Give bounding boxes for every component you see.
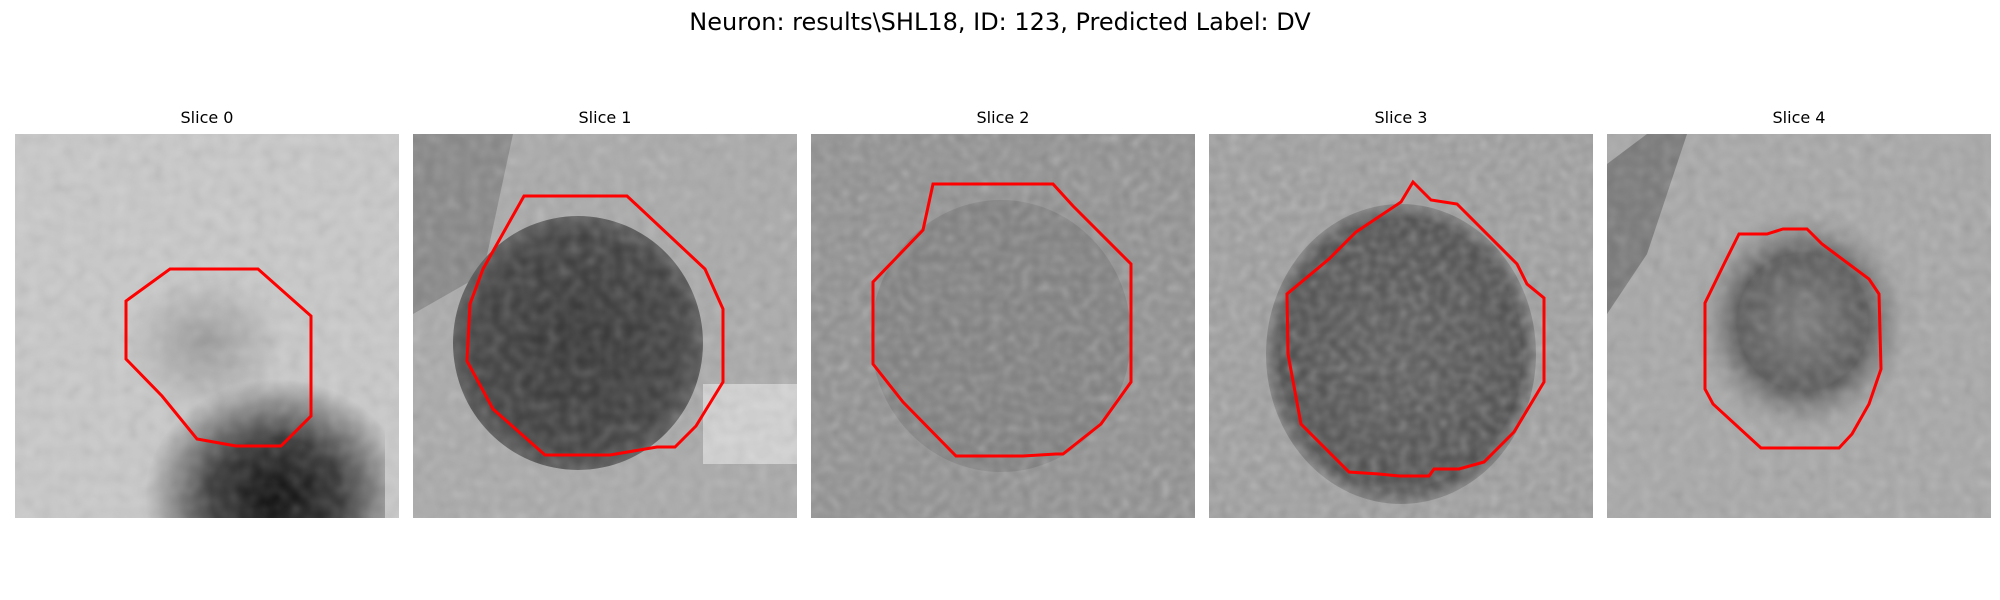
slice-panel-2: Slice 2	[811, 108, 1195, 520]
slice-image	[15, 134, 399, 518]
slice-title: Slice 1	[578, 108, 632, 127]
figure-title: Neuron: results\SHL18, ID: 123, Predicte…	[689, 8, 1311, 36]
slice-panel-3: Slice 3	[1209, 108, 1593, 520]
slice-title: Slice 3	[1374, 108, 1428, 127]
roi-contour	[1703, 227, 1883, 450]
roi-contour	[124, 267, 313, 448]
roi-contour	[465, 194, 725, 457]
slice-panel-1: Slice 1	[413, 108, 797, 520]
slice-panel-0: Slice 0	[15, 108, 399, 520]
roi-contour	[1285, 179, 1546, 478]
slice-image	[1209, 134, 1593, 518]
slice-title: Slice 4	[1772, 108, 1826, 127]
slice-title: Slice 0	[180, 108, 234, 127]
roi-contour	[871, 182, 1133, 458]
slice-title: Slice 2	[976, 108, 1030, 127]
slice-image	[1607, 134, 1991, 518]
slice-panel-4: Slice 4	[1607, 108, 1991, 520]
slice-image	[413, 134, 797, 518]
slice-image	[811, 134, 1195, 518]
